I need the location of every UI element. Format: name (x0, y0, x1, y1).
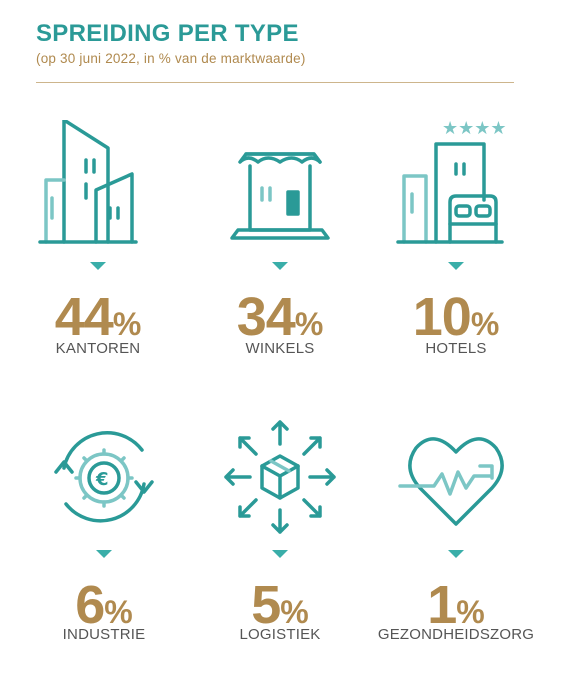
value-number: 10 (412, 287, 472, 347)
hotel-bed-icon: ★★★★ (396, 120, 507, 244)
value-industrie: 6% (14, 578, 194, 632)
value-hotels: 10% (366, 290, 546, 344)
value-kantoren: 44% (8, 290, 188, 344)
pointer-arrow (448, 550, 464, 558)
value-unit: % (104, 594, 133, 630)
label-hotels: HOTELS (425, 340, 487, 357)
category-industrie: € 6% INDUSTRIE (14, 414, 194, 674)
euro-gear-cycle-icon: € (54, 431, 154, 523)
value-number: 34 (236, 287, 296, 347)
label-gezondheidszorg: GEZONDHEIDSZORG (377, 626, 535, 643)
pointer-arrow (448, 262, 464, 270)
pointer-arrow (90, 262, 106, 270)
heart-pulse-icon (398, 437, 504, 526)
value-number: 5 (251, 575, 281, 635)
value-gezondheidszorg: 1% (366, 578, 546, 632)
label-kantoren: KANTOREN (55, 340, 141, 357)
value-unit: % (280, 594, 309, 630)
value-unit: % (294, 306, 324, 342)
pointer-arrow (96, 550, 112, 558)
value-number: 44 (54, 287, 114, 347)
storefront-icon (230, 152, 330, 240)
category-gezondheidszorg: 1% GEZONDHEIDSZORG (366, 414, 546, 674)
label-logistiek: LOGISTIEK (239, 626, 321, 643)
pointer-arrow (272, 262, 288, 270)
category-logistiek: 5% LOGISTIEK (190, 414, 370, 674)
value-unit: % (470, 306, 500, 342)
page-subtitle: (op 30 juni 2022, in % van de marktwaard… (36, 51, 306, 66)
value-winkels: 34% (190, 290, 370, 344)
label-industrie: INDUSTRIE (62, 626, 146, 643)
value-number: 1 (427, 575, 457, 635)
page-title: SPREIDING PER TYPE (36, 20, 299, 47)
pointer-arrow (272, 550, 288, 558)
svg-text:€: € (95, 469, 109, 490)
value-number: 6 (75, 575, 105, 635)
label-winkels: WINKELS (245, 340, 315, 357)
svg-text:★★★★: ★★★★ (442, 120, 507, 139)
category-kantoren: 44% KANTOREN (8, 120, 188, 380)
category-winkels: 34% WINKELS (190, 120, 370, 380)
title-divider (36, 82, 514, 83)
box-arrows-icon (224, 420, 336, 534)
category-hotels: ★★★★ 10% HOTELS (366, 120, 546, 380)
value-logistiek: 5% (190, 578, 370, 632)
office-buildings-icon (38, 120, 138, 244)
value-unit: % (112, 306, 142, 342)
value-unit: % (456, 594, 485, 630)
